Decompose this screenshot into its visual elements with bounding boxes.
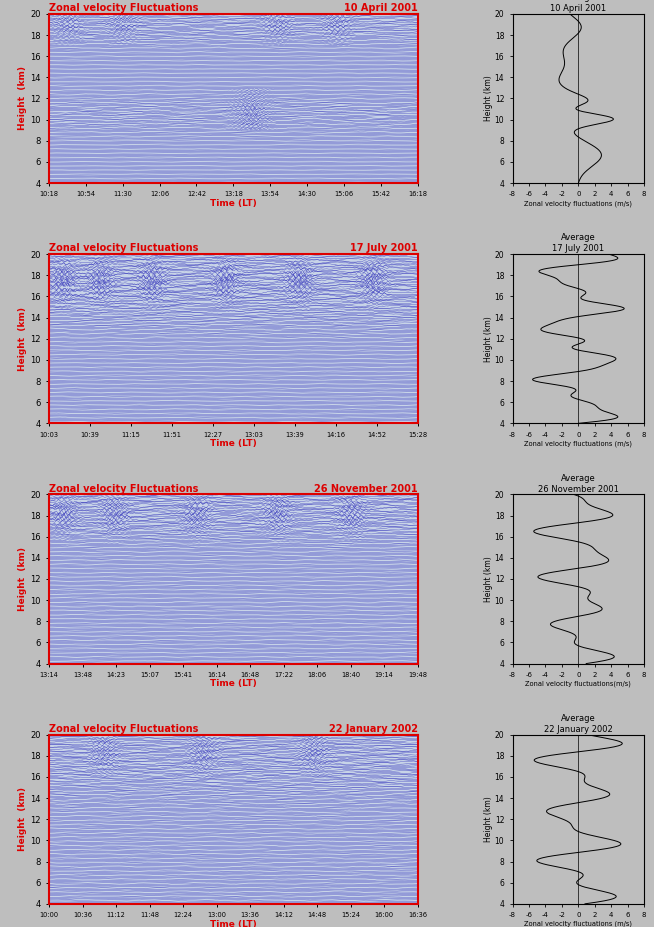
Title: Average
17 July 2001: Average 17 July 2001 — [553, 234, 604, 253]
X-axis label: Zonal velocity fluctuations (m/s): Zonal velocity fluctuations (m/s) — [525, 440, 632, 447]
Text: Zonal velocity Fluctuations: Zonal velocity Fluctuations — [49, 3, 198, 13]
X-axis label: Time (LT): Time (LT) — [210, 679, 256, 689]
Title: Average
26 November 2001: Average 26 November 2001 — [538, 474, 619, 493]
X-axis label: Zonal velocity fluctuations (m/s): Zonal velocity fluctuations (m/s) — [525, 200, 632, 207]
Text: 26 November 2001: 26 November 2001 — [314, 484, 417, 493]
Y-axis label: Height  (km): Height (km) — [18, 67, 27, 131]
Y-axis label: Height (km): Height (km) — [484, 76, 493, 121]
Y-axis label: Height  (km): Height (km) — [18, 547, 27, 611]
Text: 17 July 2001: 17 July 2001 — [350, 243, 417, 253]
Text: Zonal velocity Fluctuations: Zonal velocity Fluctuations — [49, 724, 198, 734]
Y-axis label: Height (km): Height (km) — [484, 556, 493, 602]
Y-axis label: Height (km): Height (km) — [484, 796, 493, 842]
X-axis label: Time (LT): Time (LT) — [210, 439, 256, 448]
X-axis label: Time (LT): Time (LT) — [210, 198, 256, 208]
Text: Zonal velocity Fluctuations: Zonal velocity Fluctuations — [49, 484, 198, 493]
Title: Average
22 January 2002: Average 22 January 2002 — [544, 714, 613, 734]
Title: Average
10 April 2001: Average 10 April 2001 — [550, 0, 606, 13]
X-axis label: Zonal velocity fluctuations(m/s): Zonal velocity fluctuations(m/s) — [525, 680, 631, 687]
Text: 22 January 2002: 22 January 2002 — [328, 724, 417, 734]
Y-axis label: Height  (km): Height (km) — [18, 787, 27, 851]
Text: 10 April 2001: 10 April 2001 — [344, 3, 417, 13]
Text: Zonal velocity Fluctuations: Zonal velocity Fluctuations — [49, 244, 198, 253]
Y-axis label: Height  (km): Height (km) — [18, 307, 27, 371]
X-axis label: Time (LT): Time (LT) — [210, 920, 256, 927]
X-axis label: Zonal velocity fluctuations (m/s): Zonal velocity fluctuations (m/s) — [525, 921, 632, 927]
Y-axis label: Height (km): Height (km) — [484, 316, 493, 362]
